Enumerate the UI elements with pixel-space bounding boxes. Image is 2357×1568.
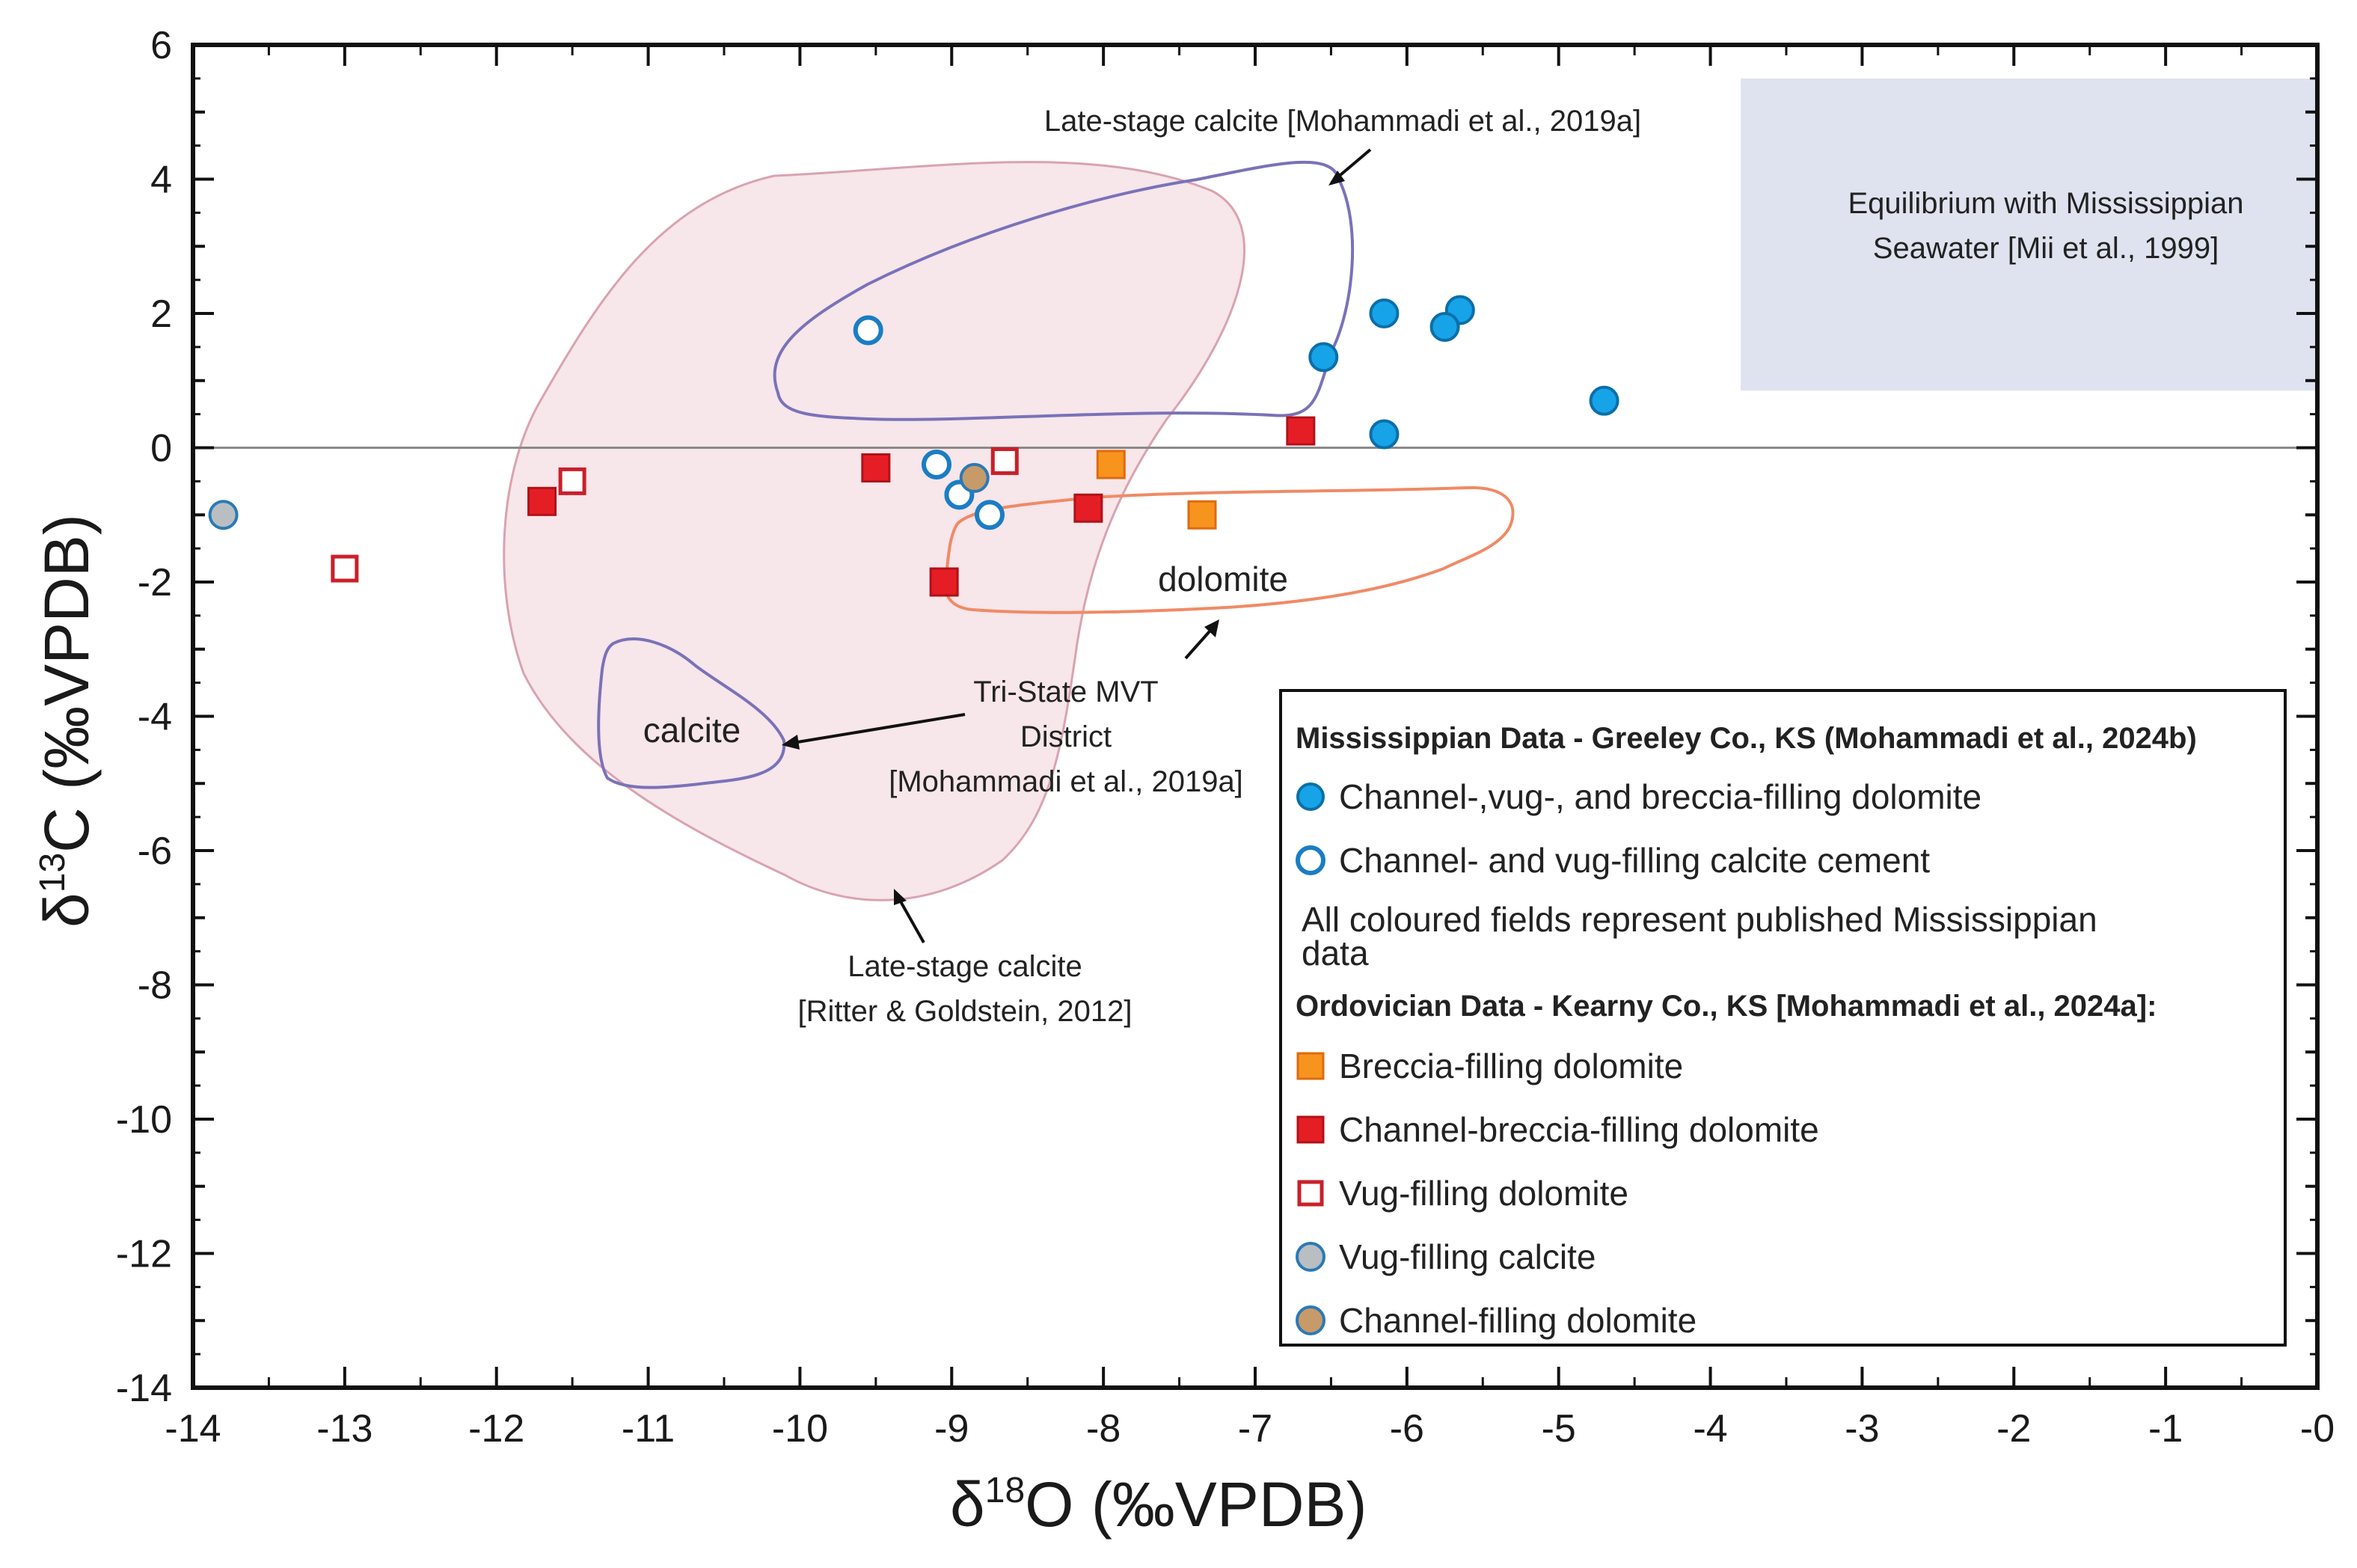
x-axis-title-delta: δ (950, 1469, 985, 1540)
y-axis-title-rest: C (‰VPDB) (31, 514, 102, 853)
mohammadi-late-calcite-field (773, 160, 1355, 421)
axis-ticks (191, 43, 2319, 1389)
point-vug-filling-dolomite (331, 554, 359, 583)
point-channel-and-vug-filling-calcite-cement (975, 500, 1005, 530)
point-vug-filling-dolomite (990, 447, 1019, 475)
ritter-arrowhead (894, 889, 907, 905)
legend-entry-vug-dolomite: Vug-filling dolomite (1339, 1174, 1628, 1213)
ritter-label-line1: Late-stage calcite (848, 950, 1082, 983)
y-tick-label: -12 (116, 1233, 172, 1276)
y-tick-label: -8 (138, 964, 172, 1008)
point-channel-and-vug-filling-calcite-cement (922, 449, 951, 480)
x-tick-label: -11 (622, 1407, 675, 1451)
legend-entry-channel-breccia-dolomite: Channel-breccia-filling dolomite (1339, 1110, 1819, 1149)
calcite-label: calcite (643, 711, 741, 750)
x-tick-label: -6 (1390, 1407, 1424, 1451)
mohammadi-late-calcite-label: Late-stage calcite [Mohammadi et al., 20… (1044, 105, 1641, 138)
legend-marker-vug-dolomite (1297, 1180, 1324, 1207)
x-tick-label: -7 (1238, 1407, 1272, 1451)
legend-entry-calcite-cement: Channel- and vug-filling calcite cement (1339, 841, 1930, 880)
y-tick-label: 0 (150, 427, 172, 471)
y-tick-label: -10 (116, 1098, 172, 1142)
legend-note-line2: data (1302, 934, 1369, 973)
point-vug-filling-calcite (208, 500, 239, 530)
legend-entry-blue-dolomite: Channel-,vug-, and breccia-filling dolom… (1339, 777, 1981, 816)
dolomite-label: dolomite (1158, 560, 1288, 598)
point-channel-breccia-filling-dolomite (861, 453, 891, 483)
seawater-label-line2: Seawater [Mii et al., 1999] (1873, 232, 2219, 265)
tristate-arrow (792, 713, 966, 744)
point-channel-vug-and-breccia-filling-dolomite (1369, 419, 1400, 450)
ritter-arrow (896, 895, 925, 943)
legend-entry-channel-dolomite: Channel-filling dolomite (1339, 1301, 1697, 1340)
legend-marker-breccia-dolomite (1296, 1052, 1325, 1080)
x-tick-label: -2 (1996, 1407, 2031, 1451)
point-breccia-filling-dolomite (1187, 500, 1217, 530)
legend-entry-breccia-dolomite: Breccia-filling dolomite (1339, 1047, 1683, 1085)
x-tick-label: -3 (1845, 1407, 1879, 1451)
x-tick-label: -13 (316, 1407, 373, 1451)
y-tick-label: -4 (138, 696, 172, 739)
point-channel-and-vug-filling-calcite-cement (853, 315, 883, 346)
x-axis-title: δ18O (‰VPDB) (950, 1469, 1367, 1540)
point-channel-vug-and-breccia-filling-dolomite (1308, 342, 1339, 373)
legend-group1-title: Mississippian Data - Greeley Co., KS (Mo… (1296, 722, 2197, 755)
x-tick-label: -0 (2300, 1407, 2335, 1451)
point-channel-breccia-filling-dolomite (527, 486, 557, 516)
x-tick-label: -14 (165, 1407, 221, 1451)
dolomite-field (943, 486, 1515, 614)
y-tick-label: -2 (138, 561, 172, 604)
tristate-label-line1: Tri-State MVT (973, 676, 1158, 708)
legend-box (1279, 689, 2287, 1347)
point-breccia-filling-dolomite (1096, 450, 1126, 480)
y-axis-title-sup: 13 (33, 853, 73, 892)
x-tick-label: -8 (1086, 1407, 1121, 1451)
point-channel-breccia-filling-dolomite (1073, 493, 1103, 523)
y-tick-label: 6 (150, 24, 172, 67)
data-points (208, 295, 1619, 597)
y-tick-label: 2 (150, 293, 172, 336)
y-tick-label: -14 (116, 1367, 172, 1410)
y-tick-labels: -14 -12 -10 -8 -6 -4 -2 0 2 4 6 (116, 24, 172, 1410)
legend-marker-blue-dolomite (1296, 783, 1325, 811)
calcite-field (597, 637, 786, 789)
point-channel-vug-and-breccia-filling-dolomite (1369, 298, 1400, 328)
x-tick-label: -12 (468, 1407, 524, 1451)
x-tick-labels: -14 -13 -12 -11 -10 -9 -8 -7 -6 -5 -4 -3 -2 -1 -0 (165, 1407, 2335, 1451)
tristate-label-line2: District (1020, 720, 1112, 753)
legend-group2-title: Ordovician Data - Kearny Co., KS [Mohamm… (1296, 990, 2157, 1023)
y-axis-title-delta: δ (31, 892, 102, 928)
legend-marker-channel-dolomite (1296, 1305, 1325, 1335)
y-axis-title: δ13C (‰VPDB) (31, 514, 102, 928)
point-channel-vug-and-breccia-filling-dolomite (1589, 385, 1619, 416)
legend-marker-channel-breccia-dolomite (1296, 1115, 1325, 1144)
point-channel-breccia-filling-dolomite (1286, 416, 1316, 446)
ritter-label-line2: [Ritter & Goldstein, 2012] (798, 995, 1132, 1028)
y-tick-label: 4 (150, 159, 172, 202)
point-channel-filling-dolomite (959, 462, 990, 493)
y-tick-label: -6 (138, 830, 172, 873)
x-tick-label: -1 (2148, 1407, 2183, 1451)
tristate-label-line3: [Mohammadi et al., 2019a] (889, 765, 1243, 798)
tristate-arrowhead (782, 735, 800, 750)
ritter-late-calcite-field (503, 161, 1245, 901)
legend-entry-vug-calcite: Vug-filling calcite (1339, 1237, 1596, 1276)
seawater-equilibrium-box (1741, 78, 2317, 391)
mohammadi-late-calcite-arrowhead (1328, 171, 1345, 186)
x-tick-label: -10 (772, 1407, 828, 1451)
legend-marker-calcite-cement (1296, 845, 1325, 875)
seawater-label-line1: Equilibrium with Mississippian (1848, 187, 2243, 220)
dolomite-arrowhead (1204, 619, 1219, 637)
point-vug-filling-dolomite (558, 467, 586, 495)
x-axis-title-rest: O (‰VPDB) (1025, 1469, 1367, 1540)
x-tick-label: -4 (1693, 1407, 1727, 1451)
legend-note-line1: All coloured fields represent published … (1302, 900, 2097, 939)
point-channel-vug-and-breccia-filling-dolomite (1429, 311, 1460, 342)
x-tick-label: -5 (1542, 1407, 1576, 1451)
x-axis-title-sup: 18 (985, 1471, 1025, 1510)
x-tick-label: -9 (934, 1407, 969, 1451)
legend-marker-vug-calcite (1296, 1242, 1325, 1272)
point-channel-breccia-filling-dolomite (929, 567, 959, 597)
